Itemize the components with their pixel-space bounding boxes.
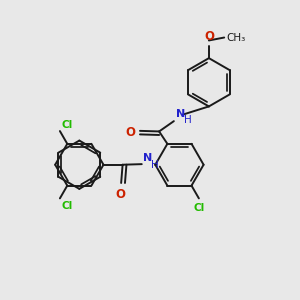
- Text: H: H: [184, 115, 192, 125]
- Text: N: N: [143, 153, 152, 163]
- Text: N: N: [176, 109, 185, 119]
- Text: O: O: [116, 188, 126, 201]
- Text: Cl: Cl: [61, 201, 73, 211]
- Text: O: O: [126, 126, 136, 139]
- Text: Cl: Cl: [61, 120, 73, 130]
- Text: Cl: Cl: [193, 203, 205, 213]
- Text: CH₃: CH₃: [226, 32, 246, 43]
- Text: H: H: [151, 160, 159, 170]
- Text: O: O: [204, 30, 214, 44]
